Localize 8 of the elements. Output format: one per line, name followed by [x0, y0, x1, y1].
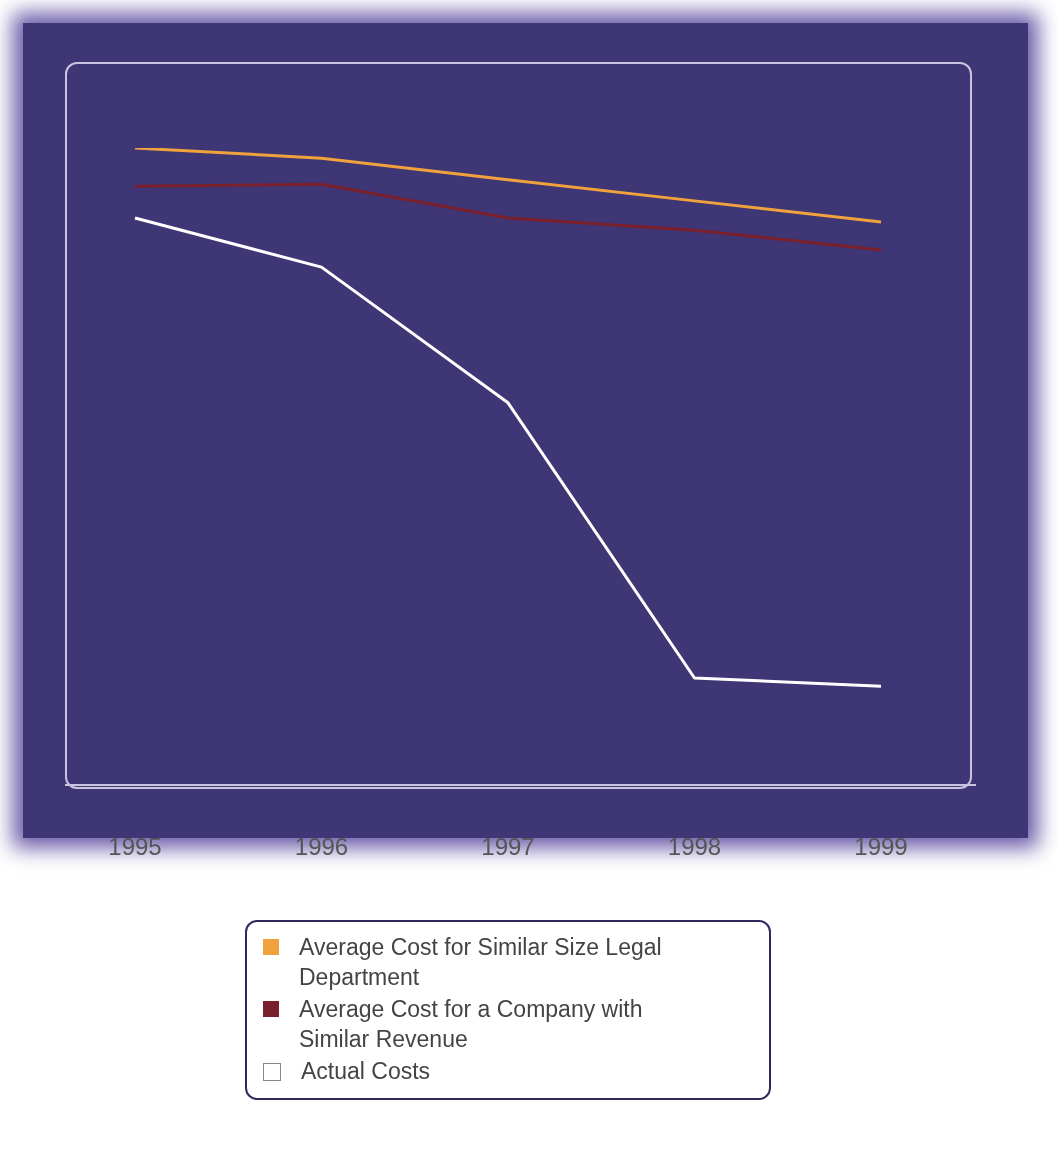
x-tick-label: 1999 — [854, 833, 908, 861]
x-tick-label: 1998 — [667, 833, 722, 861]
x-tick-label: 1997 — [481, 833, 535, 861]
x-tick-label: 1995 — [108, 833, 162, 861]
x-tick-label: 1996 — [294, 833, 349, 861]
legend-label: Average Cost for Similar Size Legal Department — [299, 933, 663, 992]
legend-label: Actual Costs — [301, 1057, 432, 1086]
legend-label: Average Cost for a Company with Similar Revenue — [299, 995, 644, 1054]
